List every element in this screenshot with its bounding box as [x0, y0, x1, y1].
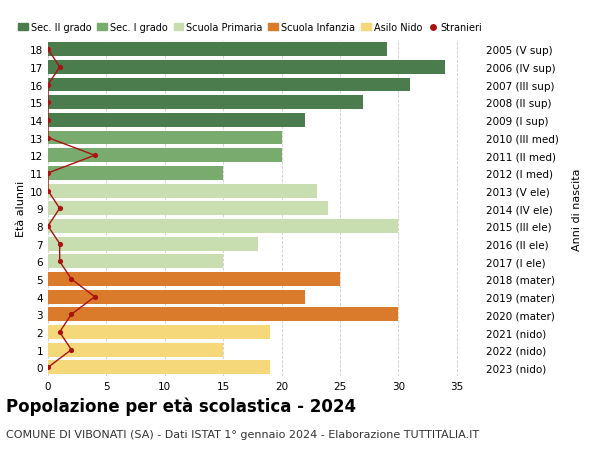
Point [55, 329, 64, 336]
Point [67, 311, 76, 319]
Point [43, 364, 53, 371]
Bar [48, 237, 258, 251]
Bar [48, 149, 281, 163]
Bar [48, 202, 328, 216]
Bar [48, 219, 398, 233]
Bar [48, 308, 398, 322]
Y-axis label: Età alunni: Età alunni [16, 181, 26, 237]
Point [43, 134, 53, 142]
Bar [48, 96, 363, 110]
Point [43, 223, 53, 230]
Y-axis label: Anni di nascita: Anni di nascita [572, 168, 583, 250]
Bar [48, 167, 223, 180]
Bar [48, 361, 270, 375]
Bar [48, 325, 270, 339]
Point [43, 170, 53, 177]
Bar [48, 343, 223, 357]
Bar [48, 114, 305, 128]
Point [43, 117, 53, 124]
Point [67, 346, 76, 353]
Bar [48, 273, 340, 286]
Point [90, 293, 100, 301]
Point [55, 205, 64, 213]
Bar [48, 290, 305, 304]
Text: Popolazione per età scolastica - 2024: Popolazione per età scolastica - 2024 [6, 397, 356, 415]
Point [55, 258, 64, 265]
Bar [48, 78, 410, 92]
Point [43, 82, 53, 89]
Bar [48, 43, 386, 57]
Bar [48, 61, 445, 75]
Bar [48, 255, 223, 269]
Text: COMUNE DI VIBONATI (SA) - Dati ISTAT 1° gennaio 2024 - Elaborazione TUTTITALIA.I: COMUNE DI VIBONATI (SA) - Dati ISTAT 1° … [6, 429, 479, 439]
Bar [48, 185, 317, 198]
Point [67, 276, 76, 283]
Point [55, 241, 64, 248]
Point [43, 188, 53, 195]
Point [43, 99, 53, 106]
Point [55, 64, 64, 72]
Bar [48, 131, 281, 145]
Legend: Sec. II grado, Sec. I grado, Scuola Primaria, Scuola Infanzia, Asilo Nido, Stran: Sec. II grado, Sec. I grado, Scuola Prim… [19, 23, 482, 33]
Point [90, 152, 100, 160]
Point [43, 46, 53, 54]
